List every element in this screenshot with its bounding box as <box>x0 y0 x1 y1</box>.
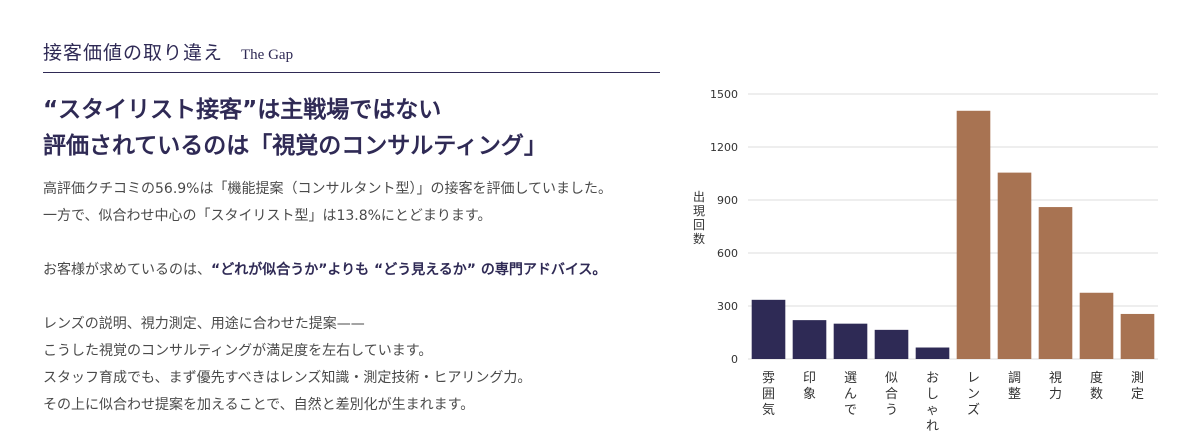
y-tick-label: 300 <box>717 300 738 313</box>
x-tick-label: 視力 <box>1049 371 1062 402</box>
header-divider <box>43 72 660 73</box>
y-tick-label: 0 <box>731 353 738 366</box>
section-title: 接客価値の取り違え <box>43 42 224 64</box>
y-tick-label: 900 <box>717 194 738 207</box>
x-tick-label: 調整 <box>1008 371 1021 402</box>
x-tick-label: 印象 <box>803 371 816 402</box>
bar <box>874 329 909 359</box>
bar <box>751 299 786 359</box>
headline: “スタイリスト接客”は主戦場ではない 評価されているのは「視覚のコンサルティング… <box>43 92 683 164</box>
bar <box>1120 313 1155 359</box>
body-paragraph-3: お客様が求めているのは、“どれが似合うか”よりも “どう見えるか” の専門アドバ… <box>43 257 683 284</box>
y-tick-label: 1200 <box>710 141 738 154</box>
body-paragraph-3-lead: お客様が求めているのは、 <box>43 262 211 278</box>
body-paragraph-2: 一方で、似合わせ中心の「スタイリスト型」は13.8%にとどまります。 <box>43 208 492 224</box>
bar-chart-svg: 0 300 600 900 1200 1500 雰囲気 印象 選んで 似合う おしゃれ レンズ 調整視力… <box>710 88 1158 434</box>
section-subtitle: The Gap <box>241 47 294 63</box>
bar <box>1079 292 1114 359</box>
x-tick-label: 選んで <box>844 371 857 418</box>
section-header: 接客価値の取り違え The Gap <box>43 38 293 65</box>
body-paragraph-7: その上に似合わせ提案を加えることで、自然と差別化が生まれます。 <box>43 397 475 413</box>
bar <box>997 172 1032 359</box>
x-tick-label: 雰囲気 <box>762 371 775 418</box>
y-tick-label: 1500 <box>710 88 738 101</box>
bar <box>1038 207 1073 359</box>
body-paragraph-1: 高評価クチコミの56.9%は「機能提案（コンサルタント型）」の接客を評価していま… <box>43 181 613 197</box>
x-tick-label: 度数 <box>1090 370 1103 402</box>
x-tick-label: 似合う <box>885 371 898 418</box>
x-tick-label: おしゃれ <box>926 371 939 434</box>
x-tick-label: 測定 <box>1131 371 1144 402</box>
body-paragraph-4: レンズの説明、視力測定、用途に合わせた提案—— <box>43 316 365 332</box>
bar <box>915 347 950 359</box>
bar-chart: 0 300 600 900 1200 1500 雰囲気 印象 選んで 似合う おしゃれ レンズ 調整 視力… <box>680 80 1180 444</box>
y-tick-label: 600 <box>717 247 738 260</box>
body-paragraph-5: こうした視覚のコンサルティングが満足度を左右しています。 <box>43 343 433 359</box>
bar <box>792 320 827 359</box>
y-axis-label: 出現回数 <box>692 190 705 246</box>
headline-line-1: “スタイリスト接客”は主戦場ではない <box>43 97 442 123</box>
body-text: 高評価クチコミの56.9%は「機能提案（コンサルタント型）」の接客を評価していま… <box>43 176 683 419</box>
x-tick-label: レンズ <box>967 371 980 418</box>
bar <box>956 110 991 360</box>
body-paragraph-6: スタッフ育成でも、まず優先すべきはレンズ知識・測定技術・ヒアリング力。 <box>43 370 532 386</box>
body-paragraph-3-emphasis: “どれが似合うか”よりも “どう見えるか” の専門アドバイス。 <box>211 262 607 278</box>
headline-line-2: 評価されているのは「視覚のコンサルティング」 <box>43 133 547 159</box>
bar <box>833 323 868 359</box>
